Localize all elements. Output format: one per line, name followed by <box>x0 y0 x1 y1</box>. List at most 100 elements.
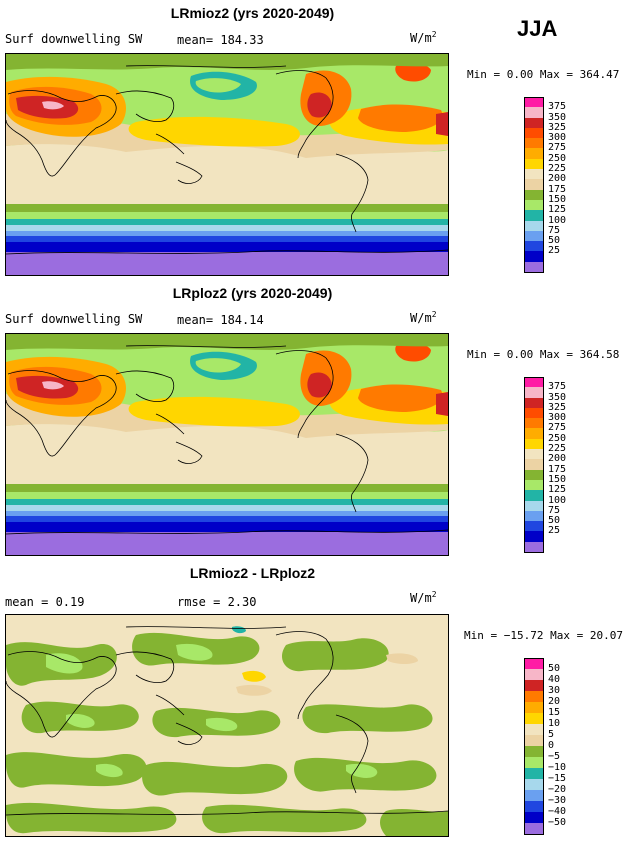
colorbar: 375 350 325 300 275 250 225 200 175 150 125 100 75 50… <box>524 377 644 553</box>
colorbar-swatch <box>524 459 544 470</box>
colorbar-swatch <box>524 189 544 200</box>
colorbar-label: 100 <box>548 494 567 506</box>
colorbar-label: 250 <box>548 152 567 164</box>
colorbar-swatch <box>524 428 544 439</box>
mean-label: mean = 0.19 <box>5 595 85 609</box>
colorbar-swatch <box>524 658 544 670</box>
contour-map <box>6 334 448 555</box>
colorbar-label: 200 <box>548 453 567 465</box>
colorbar-swatch <box>524 500 544 511</box>
mean-label: mean= 184.33 <box>177 33 264 47</box>
colorbar-label: 5 <box>548 729 555 740</box>
colorbar-label: 300 <box>548 412 567 424</box>
colorbar-label: 275 <box>548 422 567 434</box>
colorbar-swatch <box>524 812 544 823</box>
colorbar-swatch <box>524 97 544 109</box>
colorbar-label: 325 <box>548 401 567 413</box>
colorbar-label: 25 <box>548 245 561 257</box>
variable-label: Surf downwelling SW <box>5 312 143 326</box>
colorbar-label: 100 <box>548 214 567 226</box>
colorbar-swatch <box>524 757 544 768</box>
colorbar-label: 150 <box>548 193 567 205</box>
colorbar-swatch <box>524 823 544 835</box>
colorbar-label: 375 <box>548 101 567 113</box>
colorbar-swatch <box>524 117 544 128</box>
colorbar-label: −5 <box>548 751 561 762</box>
colorbar-swatch <box>524 449 544 460</box>
colorbar-swatch <box>524 680 544 691</box>
colorbar-label: 40 <box>548 674 561 685</box>
colorbar-swatch <box>524 418 544 429</box>
colorbar-swatch <box>524 702 544 713</box>
colorbar-swatch <box>524 377 544 389</box>
colorbar-label: 200 <box>548 173 567 185</box>
colorbar-swatch <box>524 801 544 812</box>
colorbar-label: 175 <box>548 463 567 475</box>
colorbar-label: 25 <box>548 525 561 537</box>
colorbar-label: 75 <box>548 504 561 516</box>
colorbar-label: −20 <box>548 784 567 795</box>
colorbar-swatch <box>524 169 544 180</box>
colorbar-label: 10 <box>548 718 561 729</box>
panel-title: LRmioz2 - LRploz2 <box>189 565 316 581</box>
colorbar-label: 350 <box>548 111 567 123</box>
min-max-label: Min = −15.72 Max = 20.07 <box>464 629 623 642</box>
colorbar-swatch <box>524 724 544 735</box>
season-label: JJA <box>517 16 558 41</box>
map-plot <box>5 333 449 556</box>
colorbar-swatch <box>524 746 544 757</box>
panel-title: LRploz2 (yrs 2020-2049) <box>172 285 333 301</box>
variable-label: Surf downwelling SW <box>5 32 143 46</box>
colorbar-label: 0 <box>548 740 555 751</box>
colorbar-swatch <box>524 397 544 408</box>
colorbar-swatch <box>524 220 544 231</box>
colorbar-swatch <box>524 138 544 149</box>
colorbar-swatch <box>524 179 544 190</box>
colorbar-swatch <box>524 261 544 273</box>
colorbar-swatch <box>524 510 544 522</box>
colorbar-swatch <box>524 438 544 450</box>
colorbar-label: 250 <box>548 432 567 444</box>
colorbar-label: 225 <box>548 443 567 455</box>
colorbar-label: 125 <box>548 204 567 216</box>
colorbar-label: −30 <box>548 795 567 806</box>
colorbar-label: 275 <box>548 142 567 154</box>
rmse-label: rmse = 2.30 <box>177 595 257 609</box>
colorbar-label: 75 <box>548 224 561 236</box>
colorbar-swatch <box>524 669 544 680</box>
colorbar-swatch <box>524 790 544 801</box>
colorbar-label: 375 <box>548 381 567 393</box>
contour-map <box>6 54 448 275</box>
colorbar-swatch <box>524 107 544 118</box>
colorbar-label: 150 <box>548 473 567 485</box>
min-max-label: Min = 0.00 Max = 364.58 <box>467 348 620 361</box>
map-plot <box>5 53 449 276</box>
colorbar-swatch <box>524 148 544 159</box>
mean-label: mean= 184.14 <box>177 313 264 327</box>
colorbar: 50 40 30 20 15 10 5 0 −5 −10 −15 −20 −30 −40 −50 <box>524 658 644 835</box>
colorbar-label: −50 <box>548 817 567 828</box>
colorbar-swatch <box>524 490 544 501</box>
map-plot <box>5 614 449 837</box>
colorbar-swatch <box>524 387 544 398</box>
colorbar-swatch <box>524 199 544 211</box>
colorbar-swatch <box>524 407 544 419</box>
colorbar-label: 325 <box>548 121 567 133</box>
colorbar-label: −40 <box>548 806 567 817</box>
colorbar-label: 225 <box>548 163 567 175</box>
colorbar-label: 50 <box>548 515 561 527</box>
colorbar-swatch <box>524 779 544 790</box>
colorbar-swatch <box>524 479 544 491</box>
colorbar-swatch <box>524 768 544 779</box>
units-label: W/m2 <box>410 310 437 325</box>
colorbar-label: 125 <box>548 484 567 496</box>
colorbar-swatch <box>524 469 544 480</box>
colorbar-label: 30 <box>548 685 561 696</box>
colorbar-swatch <box>524 127 544 139</box>
colorbar-label: 175 <box>548 183 567 195</box>
colorbar-label: 300 <box>548 132 567 144</box>
colorbar-swatch <box>524 241 544 252</box>
contour-map <box>6 615 448 836</box>
colorbar: 375 350 325 300 275 250 225 200 175 150 125 100 75 50… <box>524 97 644 273</box>
colorbar-label: 15 <box>548 707 561 718</box>
